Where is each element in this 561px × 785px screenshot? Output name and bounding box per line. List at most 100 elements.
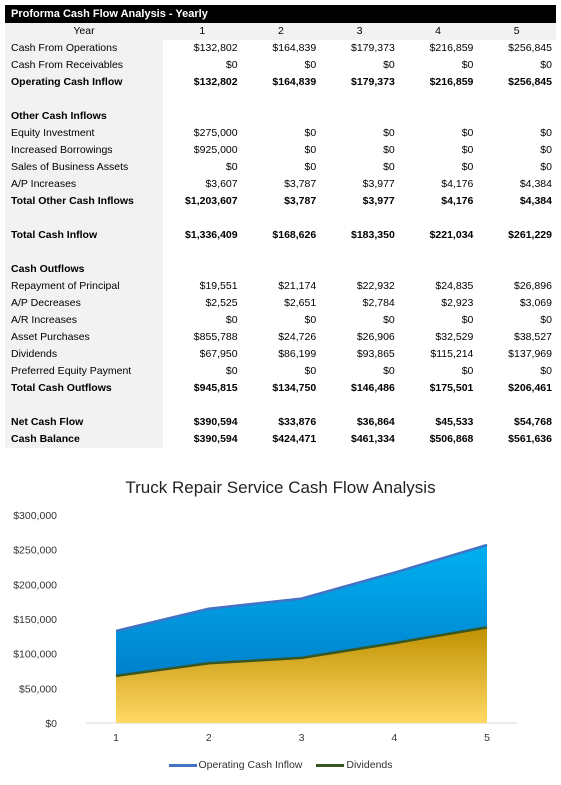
row-value-col-2 [242, 210, 321, 227]
row-label: Total Other Cash Inflows [5, 193, 163, 210]
row-value-col-3: $22,932 [356, 280, 395, 292]
table-row: Equity Investment $275,000 $0 $0 $0 $0 [5, 125, 556, 142]
row-value-col-5: $0 [540, 365, 552, 377]
row-label: Total Cash Inflow [5, 227, 163, 244]
x-tick-label: 2 [206, 732, 212, 744]
row-value-col-1: $390,594 [193, 433, 238, 445]
legend-item-dividends: Dividends [316, 759, 393, 771]
row-value-col-4: $0 [461, 144, 474, 156]
row-value-col-1 [163, 397, 242, 414]
row-value-col-5 [477, 244, 556, 261]
row-value-col-2: $0 [304, 161, 317, 173]
row-value-col-3: $0 [383, 161, 395, 173]
row-value-col-4: $0 [461, 161, 474, 173]
table-row: Total Other Cash Inflows $1,203,607 $3,787… [5, 193, 556, 210]
spacer-row [5, 244, 556, 261]
row-value-col-3: $461,334 [350, 433, 395, 445]
legend-swatch-dividends [316, 763, 345, 767]
legend-label-dividends: Dividends [346, 759, 393, 771]
row-value-col-4: $45,533 [435, 416, 474, 428]
row-value-col-1: $19,551 [199, 280, 238, 292]
table-row: Other Cash Inflows [5, 108, 556, 125]
row-value-col-3: $93,865 [356, 348, 395, 360]
table-row: A/R Increases $0 $0 $0 $0 $0 [5, 312, 556, 329]
row-value-col-4: $506,868 [429, 433, 474, 445]
row-label: Other Cash Inflows [5, 108, 163, 125]
row-value-col-1: $0 [225, 59, 238, 71]
table-header-row: Year 1 2 3 4 5 [5, 23, 556, 40]
x-tick-label: 5 [484, 732, 490, 744]
legend-item-operating: Operating Cash Inflow [168, 759, 302, 771]
header-col-2: 2 [277, 25, 284, 37]
row-value-col-1: $0 [225, 365, 238, 377]
row-label: Total Cash Outflows [5, 380, 163, 397]
row-label: Net Cash Flow [5, 414, 163, 431]
row-value-col-2: $164,839 [272, 76, 317, 88]
row-value-col-5: $3,069 [519, 297, 552, 309]
y-tick-label: $300,000 [13, 510, 57, 522]
row-value-col-2 [242, 244, 321, 261]
row-value-col-5: $0 [540, 144, 552, 156]
row-value-col-4 [399, 261, 478, 278]
row-value-col-5: $54,768 [514, 416, 552, 428]
row-value-col-4: $0 [461, 59, 474, 71]
row-value-col-3: $0 [383, 144, 395, 156]
row-value-col-4: $216,859 [429, 42, 474, 54]
row-value-col-5: $0 [540, 127, 552, 139]
table-row: Increased Borrowings $925,000 $0 $0 $0 $0 [5, 142, 556, 159]
row-value-col-5: $561,636 [508, 433, 552, 445]
row-value-col-4 [399, 244, 478, 261]
row-value-col-2 [242, 91, 321, 108]
row-value-col-1: $925,000 [193, 144, 238, 156]
row-value-col-3 [320, 91, 399, 108]
row-value-col-1: $1,203,607 [185, 195, 238, 207]
row-value-col-3: $0 [383, 127, 395, 139]
row-label [5, 244, 163, 261]
row-value-col-4 [399, 108, 478, 125]
row-value-col-2: $2,651 [284, 297, 317, 309]
row-value-col-1: $855,788 [193, 331, 238, 343]
spacer-row [5, 210, 556, 227]
y-tick-label: $150,000 [13, 614, 57, 626]
row-value-col-3: $3,977 [362, 178, 395, 190]
row-value-col-1 [163, 91, 242, 108]
table-row: Total Cash Outflows $945,815 $134,750 $146,… [5, 380, 556, 397]
row-value-col-3 [320, 261, 399, 278]
cash-flow-table: Proforma Cash Flow Analysis - Yearly Yea… [5, 5, 556, 448]
row-value-col-2: $0 [304, 59, 317, 71]
table-row: Dividends $67,950 $86,199 $93,865 $115,214 $1… [5, 346, 556, 363]
table-row: Repayment of Principal $19,551 $21,174 $22,… [5, 278, 556, 295]
row-value-col-2: $0 [304, 365, 317, 377]
row-value-col-4: $4,176 [441, 195, 474, 207]
row-value-col-2: $21,174 [278, 280, 317, 292]
row-value-col-4: $0 [461, 127, 474, 139]
row-value-col-3 [320, 210, 399, 227]
y-tick-label: $0 [45, 718, 57, 730]
row-value-col-4: $0 [461, 314, 474, 326]
row-label: A/P Increases [5, 176, 163, 193]
row-label: Equity Investment [5, 125, 163, 142]
table-row: Cash Outflows [5, 261, 556, 278]
x-tick-label: 1 [113, 732, 119, 744]
spacer-row [5, 397, 556, 414]
row-value-col-2: $86,199 [278, 348, 317, 360]
x-tick-label: 4 [391, 732, 397, 744]
row-value-col-5: $137,969 [508, 348, 552, 360]
row-value-col-5 [477, 210, 556, 227]
row-value-col-2: $3,787 [284, 178, 317, 190]
table-row: Preferred Equity Payment $0 $0 $0 $0 $0 [5, 363, 556, 380]
row-value-col-5: $206,461 [508, 382, 552, 394]
row-value-col-2 [242, 261, 321, 278]
row-value-col-3 [320, 244, 399, 261]
table-row: Total Cash Inflow $1,336,409 $168,626 $183,… [5, 227, 556, 244]
table-title: Proforma Cash Flow Analysis - Yearly [5, 5, 556, 23]
row-label: Operating Cash Inflow [5, 74, 163, 91]
row-label: Cash Balance [5, 431, 163, 448]
row-value-col-2 [242, 397, 321, 414]
row-value-col-3: $179,373 [350, 42, 395, 54]
row-label: Cash Outflows [5, 261, 163, 278]
row-value-col-1 [163, 244, 242, 261]
row-value-col-5: $4,384 [519, 195, 552, 207]
row-value-col-3 [320, 397, 399, 414]
row-value-col-1: $945,815 [193, 382, 238, 394]
